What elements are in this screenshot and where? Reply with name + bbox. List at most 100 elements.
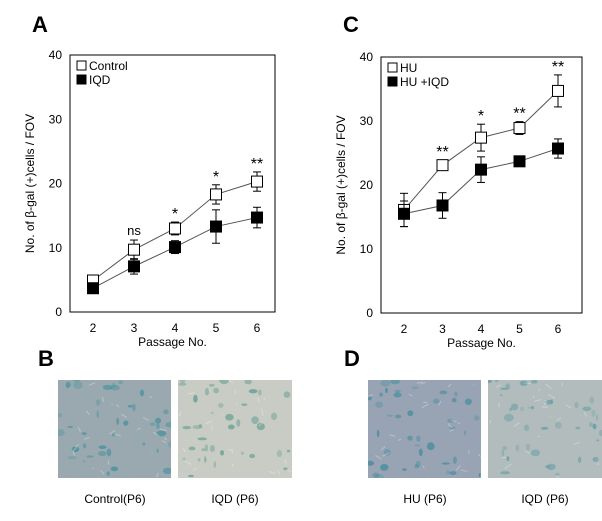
caption-hu-iqd: IQD (P6) (521, 492, 569, 506)
stained-cell (182, 457, 186, 461)
stained-cell (178, 382, 187, 386)
panel-label-b: B (38, 346, 54, 371)
stained-cell (179, 380, 186, 384)
stained-cell (500, 387, 508, 390)
cell-outline (72, 450, 75, 456)
significance-label: ** (436, 144, 448, 161)
stained-cell (225, 413, 234, 421)
cell-outline (77, 426, 82, 432)
stained-cell (98, 445, 107, 450)
stained-cell (110, 466, 119, 472)
cell-outline (438, 400, 442, 406)
stained-cell (599, 429, 602, 437)
stained-cell (547, 463, 556, 471)
stained-cell (156, 430, 167, 437)
stained-cell (432, 398, 440, 404)
x-tick-label: 3 (131, 321, 138, 335)
y-axis-label: No. of β-gal (+)cells / FOV (334, 115, 348, 254)
panel-label-d: D (344, 346, 360, 371)
stained-cell (111, 382, 116, 388)
stained-cell (98, 451, 107, 457)
stained-cell (454, 391, 458, 397)
caption-hu: HU (P6) (403, 492, 447, 506)
x-tick-label: 6 (254, 321, 261, 335)
cell-outline (257, 397, 260, 403)
cell-outline (205, 420, 212, 425)
cell-outline (561, 382, 564, 387)
cell-outline (210, 425, 213, 430)
stained-cell (441, 462, 450, 465)
stained-cell (142, 442, 146, 446)
stained-cell (488, 380, 493, 384)
stained-cell (386, 414, 394, 417)
stained-cell (162, 467, 171, 475)
y-axis-label: No. of β-gal (+)cells / FOV (23, 114, 37, 253)
cell-outline (83, 436, 90, 440)
cell-outline (187, 392, 195, 395)
stained-cell (244, 380, 252, 385)
stained-cell (65, 384, 70, 389)
stained-cell (530, 449, 541, 457)
y-tick-label: 40 (360, 50, 374, 64)
stained-cell (449, 426, 456, 430)
data-point (87, 282, 99, 295)
stained-cell (67, 425, 73, 428)
cell-outline (380, 446, 386, 451)
x-tick-label: 4 (478, 322, 485, 336)
data-point (552, 142, 564, 155)
stained-cell (393, 392, 402, 398)
stained-cell (219, 380, 230, 385)
stained-cell (81, 432, 87, 436)
data-point (436, 159, 449, 172)
cell-outline (555, 474, 560, 478)
stained-cell (208, 383, 215, 387)
stained-cell (168, 441, 171, 448)
stained-cell (283, 467, 288, 471)
data-point (475, 131, 487, 144)
stained-cell (447, 418, 454, 423)
stained-cell (236, 419, 241, 427)
micrograph-control (58, 380, 171, 478)
legend-marker (387, 62, 398, 73)
cell-outline (565, 404, 572, 409)
stained-cell (596, 414, 599, 421)
legend-label: HU +IQD (400, 75, 449, 89)
stained-cell (368, 396, 372, 401)
cell-outline (525, 450, 531, 455)
stained-cell (106, 448, 112, 457)
stained-cell (592, 423, 597, 430)
stained-cell (463, 430, 467, 436)
stained-cell (407, 435, 413, 441)
cell-outline (421, 403, 429, 409)
stained-cell (520, 406, 524, 412)
stained-cell (439, 390, 448, 395)
legend-marker (76, 60, 87, 71)
stained-cell (540, 426, 549, 430)
data-point (210, 220, 222, 233)
stained-cell (271, 412, 278, 421)
stained-cell (155, 423, 160, 429)
cell-outline (161, 440, 167, 444)
cell-outline (416, 381, 423, 384)
stained-cell (530, 380, 538, 384)
panel-label-a: A (32, 12, 48, 37)
stained-cell (575, 426, 581, 430)
cell-outline (228, 448, 232, 451)
cell-outline (473, 384, 475, 386)
y-tick-label: 10 (360, 242, 374, 256)
significance-label: * (172, 206, 178, 223)
stained-cell (201, 448, 206, 452)
legend-marker (76, 74, 87, 85)
data-point (513, 155, 526, 168)
y-tick-label: 20 (360, 178, 374, 192)
stained-cell (407, 410, 414, 417)
stained-cell (204, 388, 210, 396)
stained-cell (394, 389, 401, 393)
cell-outline (159, 428, 167, 431)
stained-cell (82, 460, 86, 463)
stained-cell (451, 397, 457, 403)
cell-outline (192, 467, 198, 471)
cell-outline (109, 429, 116, 435)
stained-cell (415, 460, 421, 468)
stained-cell (132, 403, 136, 412)
